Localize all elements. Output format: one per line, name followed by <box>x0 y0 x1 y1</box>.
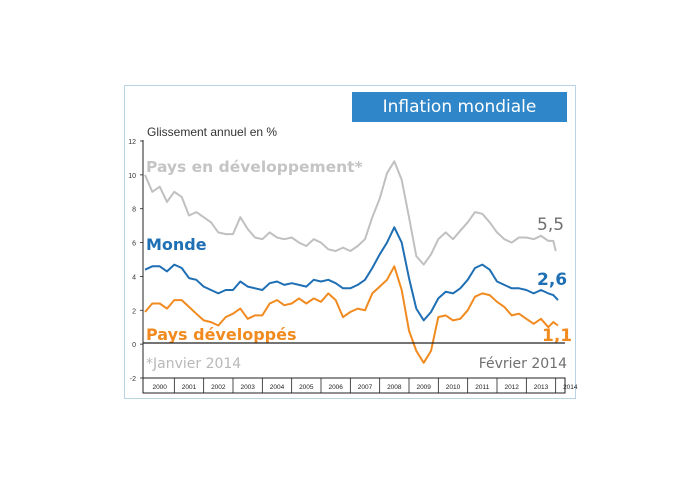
chart-title: Inflation mondiale <box>352 92 567 122</box>
y-tick-label: 8 <box>132 207 136 214</box>
series-line-1 <box>144 226 559 322</box>
x-tick-label: 2005 <box>299 384 314 391</box>
series-line-2 <box>144 265 559 364</box>
x-tick-label: 2008 <box>387 384 402 391</box>
y-tick-label: 0 <box>132 342 136 349</box>
date-label: Février 2014 <box>479 356 567 372</box>
chart-frame <box>124 85 576 399</box>
x-tick-label: 2012 <box>504 384 519 391</box>
label-developing: Pays en développement* <box>146 158 363 176</box>
footnote: *Janvier 2014 <box>146 356 241 372</box>
label-developed: Pays développés <box>146 325 296 344</box>
x-tick-label: 2007 <box>358 384 373 391</box>
x-tick-label: 2001 <box>182 384 197 391</box>
label-world: Monde <box>146 235 207 254</box>
x-axis-band <box>142 377 566 394</box>
x-tick-label: 2010 <box>446 384 461 391</box>
y-tick-label: -2 <box>130 376 136 383</box>
x-tick-label: 2004 <box>270 384 285 391</box>
y-tick-label: 2 <box>132 308 136 315</box>
x-tick-label: 2000 <box>152 384 167 391</box>
end-value-developed: 1,1 <box>542 326 572 346</box>
x-tick-label: 2014 <box>563 384 578 391</box>
end-value-developing: 5,5 <box>537 215 564 235</box>
end-value-world: 2,6 <box>537 270 567 290</box>
y-tick-label: 12 <box>128 139 136 146</box>
x-tick-label: 2002 <box>211 384 226 391</box>
y-tick-label: 10 <box>128 173 136 180</box>
y-tick-label: 6 <box>132 241 136 248</box>
x-tick-label: 2013 <box>534 384 549 391</box>
y-axis-label: Glissement annuel en % <box>147 125 277 139</box>
x-tick-label: 2009 <box>416 384 431 391</box>
x-tick-label: 2006 <box>328 384 343 391</box>
x-tick-label: 2011 <box>475 384 489 391</box>
x-tick-label: 2003 <box>240 384 255 391</box>
y-tick-label: 4 <box>132 274 136 281</box>
series-line-0 <box>144 160 557 266</box>
